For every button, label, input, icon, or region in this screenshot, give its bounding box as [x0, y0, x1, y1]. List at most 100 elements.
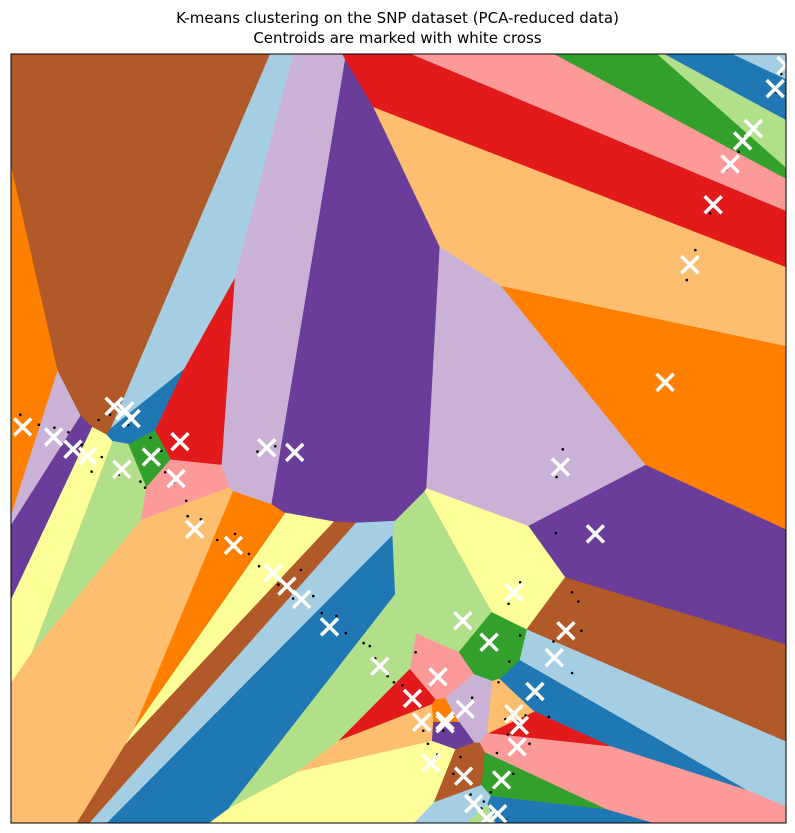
cluster-region	[89, 520, 395, 823]
centroid-cross	[507, 737, 527, 757]
centroid-cross	[291, 589, 312, 609]
centroid-cross	[104, 396, 124, 416]
centroid-cross	[479, 632, 499, 653]
centroid-cross	[421, 753, 441, 773]
data-point	[362, 641, 365, 645]
centroid-cross	[166, 468, 186, 489]
data-point	[199, 517, 203, 521]
data-point	[694, 248, 697, 252]
data-point	[344, 631, 348, 635]
centroid-cross	[765, 78, 785, 99]
data-point	[737, 150, 740, 153]
data-point	[422, 729, 425, 732]
data-point	[570, 671, 574, 675]
centroid-cross	[655, 372, 675, 393]
data-point	[489, 790, 493, 794]
data-point	[256, 450, 259, 453]
data-point	[257, 564, 261, 568]
data-point	[414, 651, 417, 654]
centroid-cross	[556, 621, 576, 641]
plot-frame	[10, 53, 787, 824]
data-point	[215, 538, 219, 542]
centroid-cross	[703, 194, 723, 215]
data-point	[392, 681, 396, 684]
centroid-cross	[112, 459, 132, 479]
data-point	[524, 714, 527, 717]
data-point	[80, 443, 83, 447]
centroid-cross	[435, 710, 455, 731]
data-point	[277, 583, 280, 586]
data-point	[497, 681, 500, 684]
centroid-cross	[319, 617, 340, 637]
centroid-cross	[453, 611, 473, 631]
data-point	[507, 602, 510, 606]
data-point	[459, 755, 462, 759]
centroid-cross	[509, 715, 530, 736]
centroid-cross	[487, 804, 508, 823]
data-point	[299, 568, 303, 572]
data-point	[442, 729, 445, 732]
centroid-cross	[720, 154, 740, 174]
centroid-cross	[435, 714, 455, 734]
data-point	[552, 640, 555, 643]
data-point	[518, 581, 522, 584]
chart-title-block: K-means clustering on the SNP dataset (P…	[0, 8, 795, 48]
data-point	[97, 418, 100, 422]
centroid-cross	[370, 656, 390, 676]
data-point	[511, 772, 515, 776]
centroid-cross	[12, 417, 33, 437]
data-point	[186, 514, 189, 518]
data-point	[233, 532, 237, 536]
centroid-cross	[453, 766, 474, 786]
centroid-cross	[585, 524, 606, 544]
data-point	[90, 470, 93, 473]
data-point	[401, 684, 404, 687]
data-point	[469, 793, 472, 796]
centroid-cross	[412, 712, 432, 732]
data-point	[554, 531, 558, 535]
centroid-cross	[477, 808, 497, 823]
data-point	[139, 480, 142, 483]
centroid-cross	[402, 688, 423, 709]
cluster-region	[106, 535, 396, 823]
centroid-cross	[257, 437, 277, 458]
centroid-cross	[776, 55, 786, 76]
data-point	[274, 444, 277, 448]
chart-subtitle: Centroids are marked with white cross	[253, 29, 542, 47]
data-point	[470, 696, 474, 699]
data-point	[19, 413, 22, 417]
data-point	[547, 715, 551, 719]
centroid-cross	[43, 427, 64, 447]
centroid-cross	[141, 447, 162, 467]
data-point	[291, 597, 295, 600]
data-point	[320, 611, 324, 615]
data-point	[780, 72, 783, 76]
data-point	[149, 436, 152, 440]
centroid-cross	[732, 131, 753, 151]
cluster-regions	[11, 54, 786, 823]
data-point	[528, 742, 531, 746]
data-point	[482, 800, 486, 803]
centroid-cross	[121, 408, 141, 429]
data-point	[368, 644, 372, 648]
data-point	[312, 594, 315, 598]
centroid-cross	[223, 535, 244, 556]
chart-title: K-means clustering on the SNP dataset (P…	[176, 9, 619, 27]
centroid-cross	[544, 647, 565, 668]
centroid-cross	[504, 582, 524, 603]
cluster-region	[487, 678, 535, 734]
data-point	[247, 552, 251, 556]
data-point	[495, 751, 499, 755]
centroid-cross	[504, 704, 524, 724]
data-point	[143, 486, 147, 490]
data-point	[570, 591, 574, 594]
centroid-cross	[680, 254, 700, 275]
data-point	[685, 278, 689, 282]
data-point	[580, 629, 583, 633]
centroid-cross	[184, 519, 205, 539]
data-point	[53, 426, 56, 430]
data-point	[561, 448, 565, 451]
centroid-markers	[12, 55, 786, 823]
data-point	[67, 431, 70, 434]
